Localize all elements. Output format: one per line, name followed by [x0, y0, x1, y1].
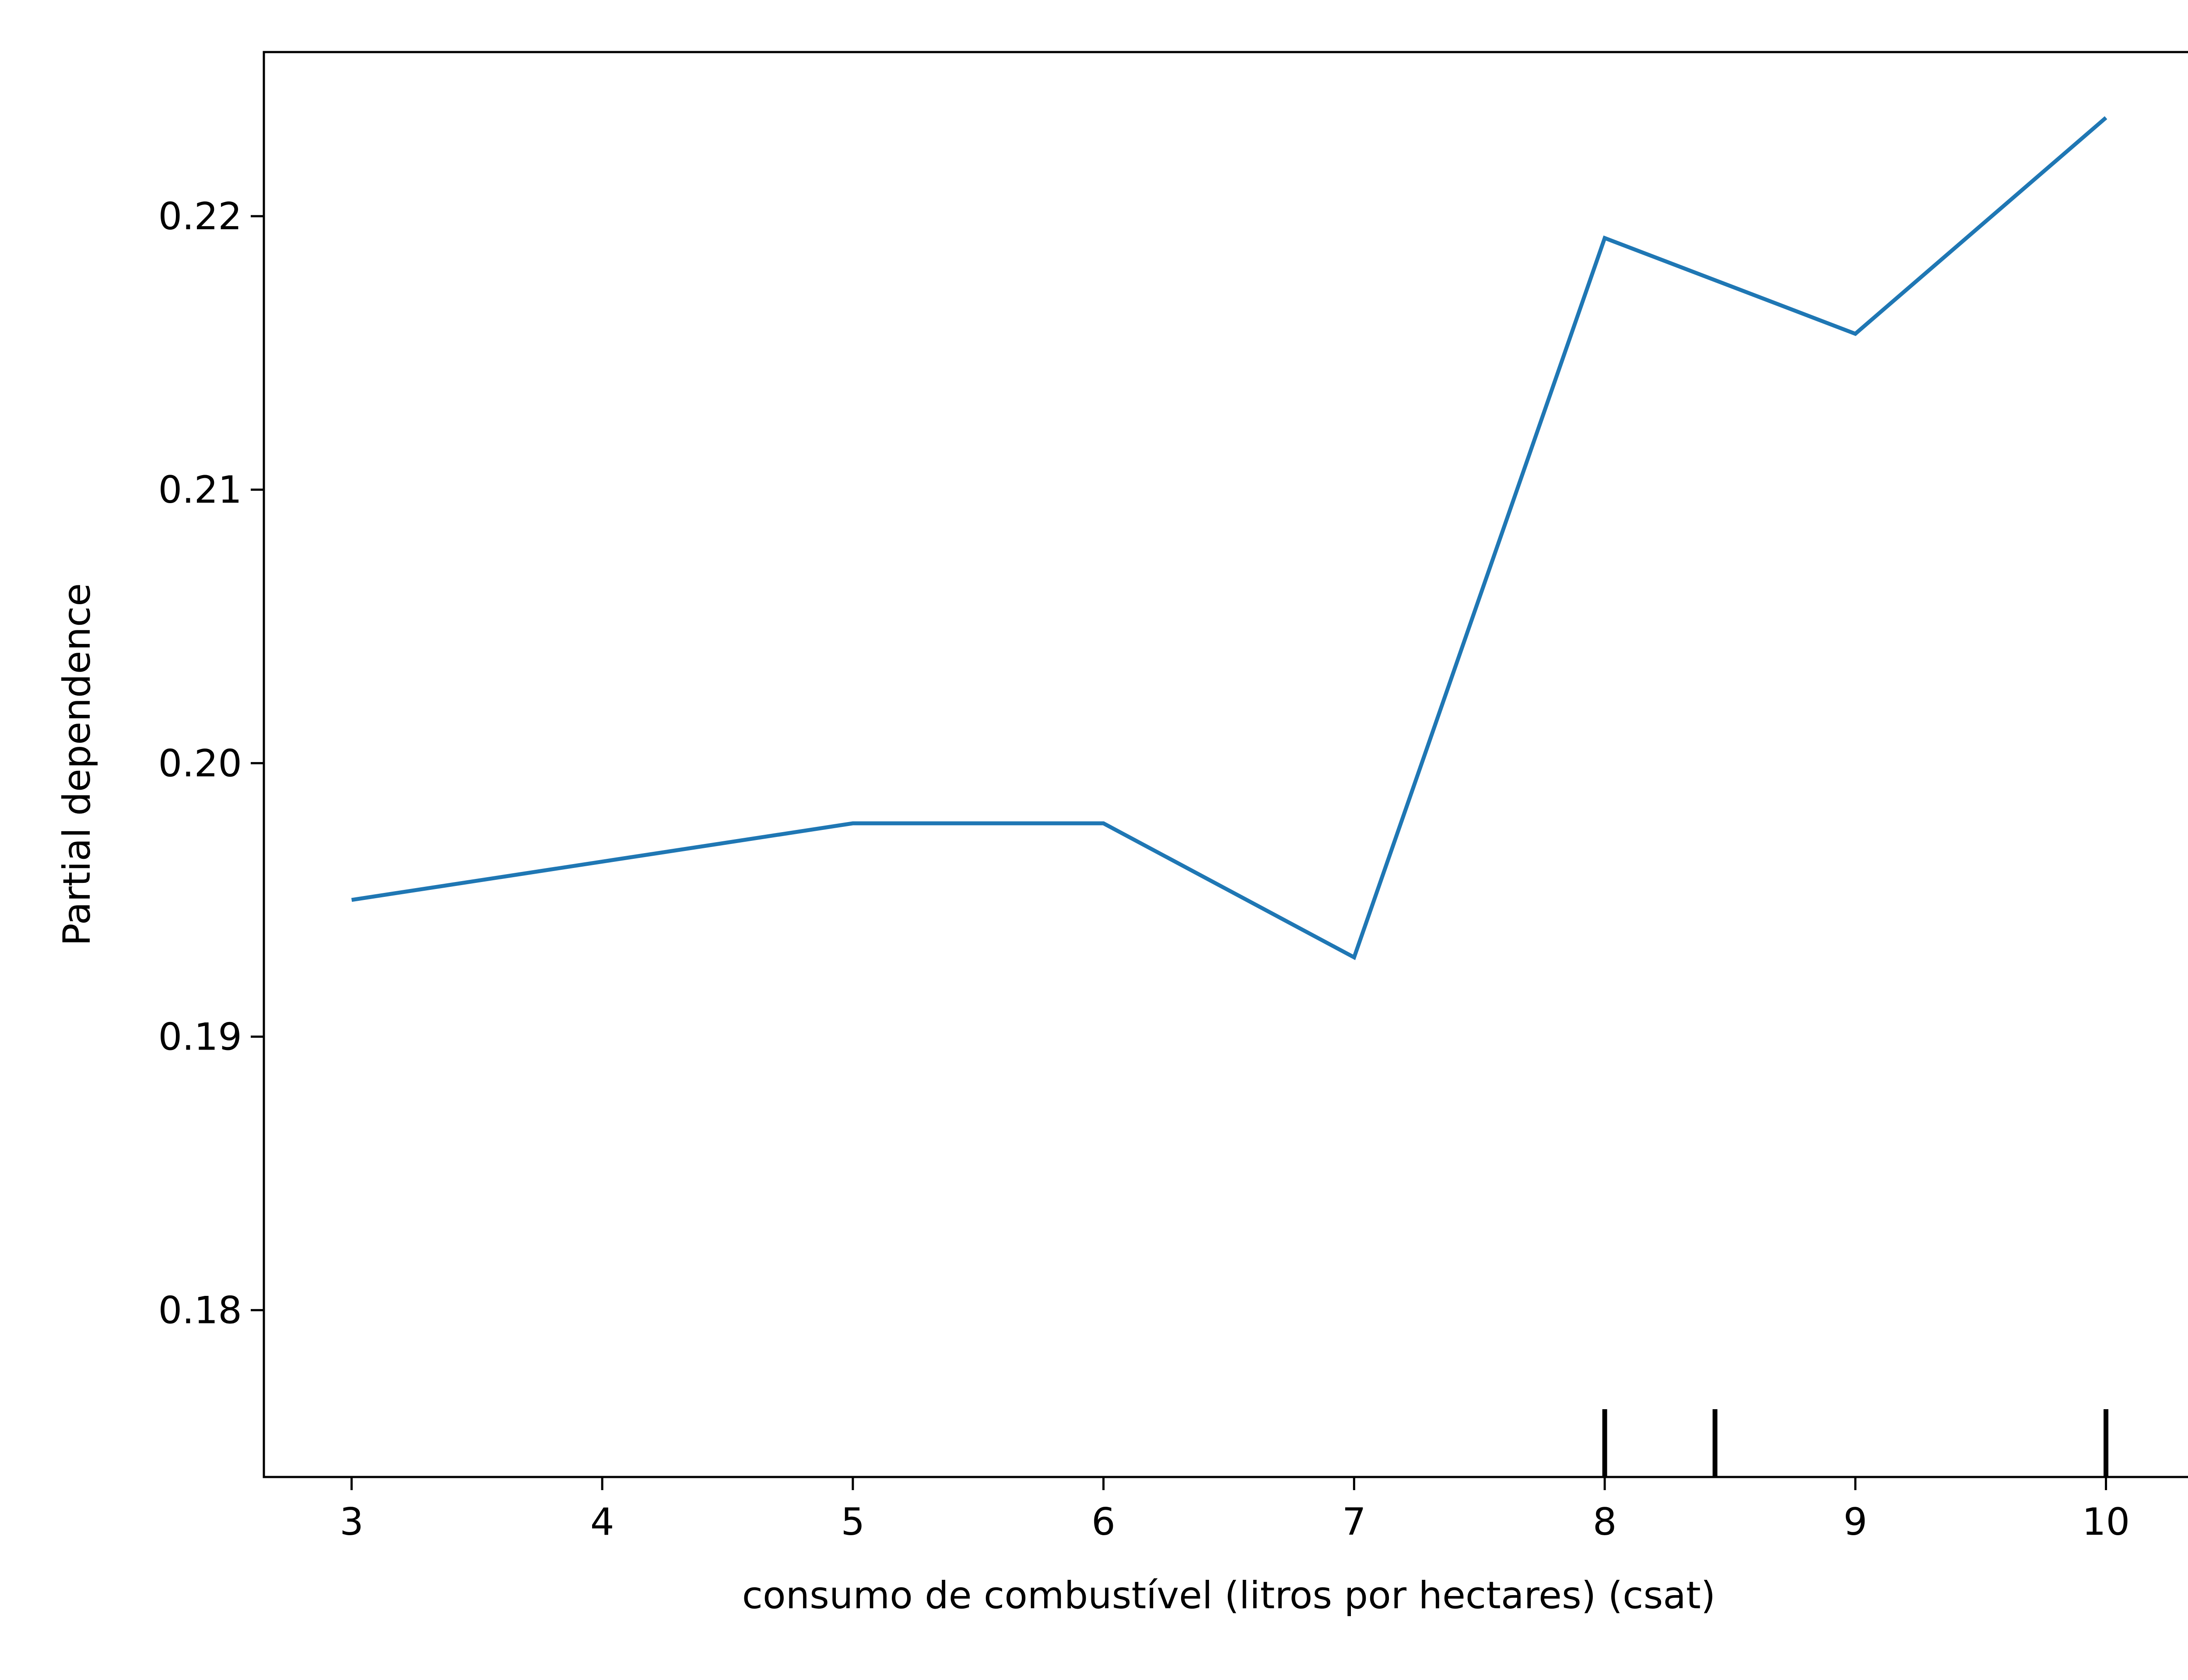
series-line: [351, 116, 2107, 960]
y-tick-label: 0.19: [158, 1015, 242, 1059]
x-tick-label: 7: [1342, 1500, 1366, 1544]
y-tick-label: 0.21: [158, 468, 242, 512]
y-tick-label: 0.18: [158, 1289, 242, 1333]
x-tick-label: 10: [2082, 1500, 2130, 1544]
x-tick-label: 4: [590, 1500, 614, 1544]
y-axis-ticks: 0.18 0.19 0.20 0.21 0.22: [158, 195, 264, 1333]
x-tick-label: 5: [841, 1500, 865, 1544]
y-axis-label: Partial dependence: [55, 583, 99, 946]
axes-frame: [263, 51, 2188, 1478]
x-tick-label: 3: [340, 1500, 364, 1544]
x-axis-ticks: 3 4 5 6 7 8 9 10: [340, 1477, 2130, 1544]
y-tick-label: 0.22: [158, 195, 242, 238]
x-axis-label: consumo de combustível (litros por hecta…: [742, 1574, 1716, 1617]
y-tick-label: 0.20: [158, 742, 242, 785]
x-tick-label: 9: [1843, 1500, 1867, 1544]
x-tick-label: 6: [1091, 1500, 1115, 1544]
rug-marks: [1602, 1409, 2109, 1477]
plot-area: [351, 116, 2107, 960]
x-tick-label: 8: [1593, 1500, 1617, 1544]
